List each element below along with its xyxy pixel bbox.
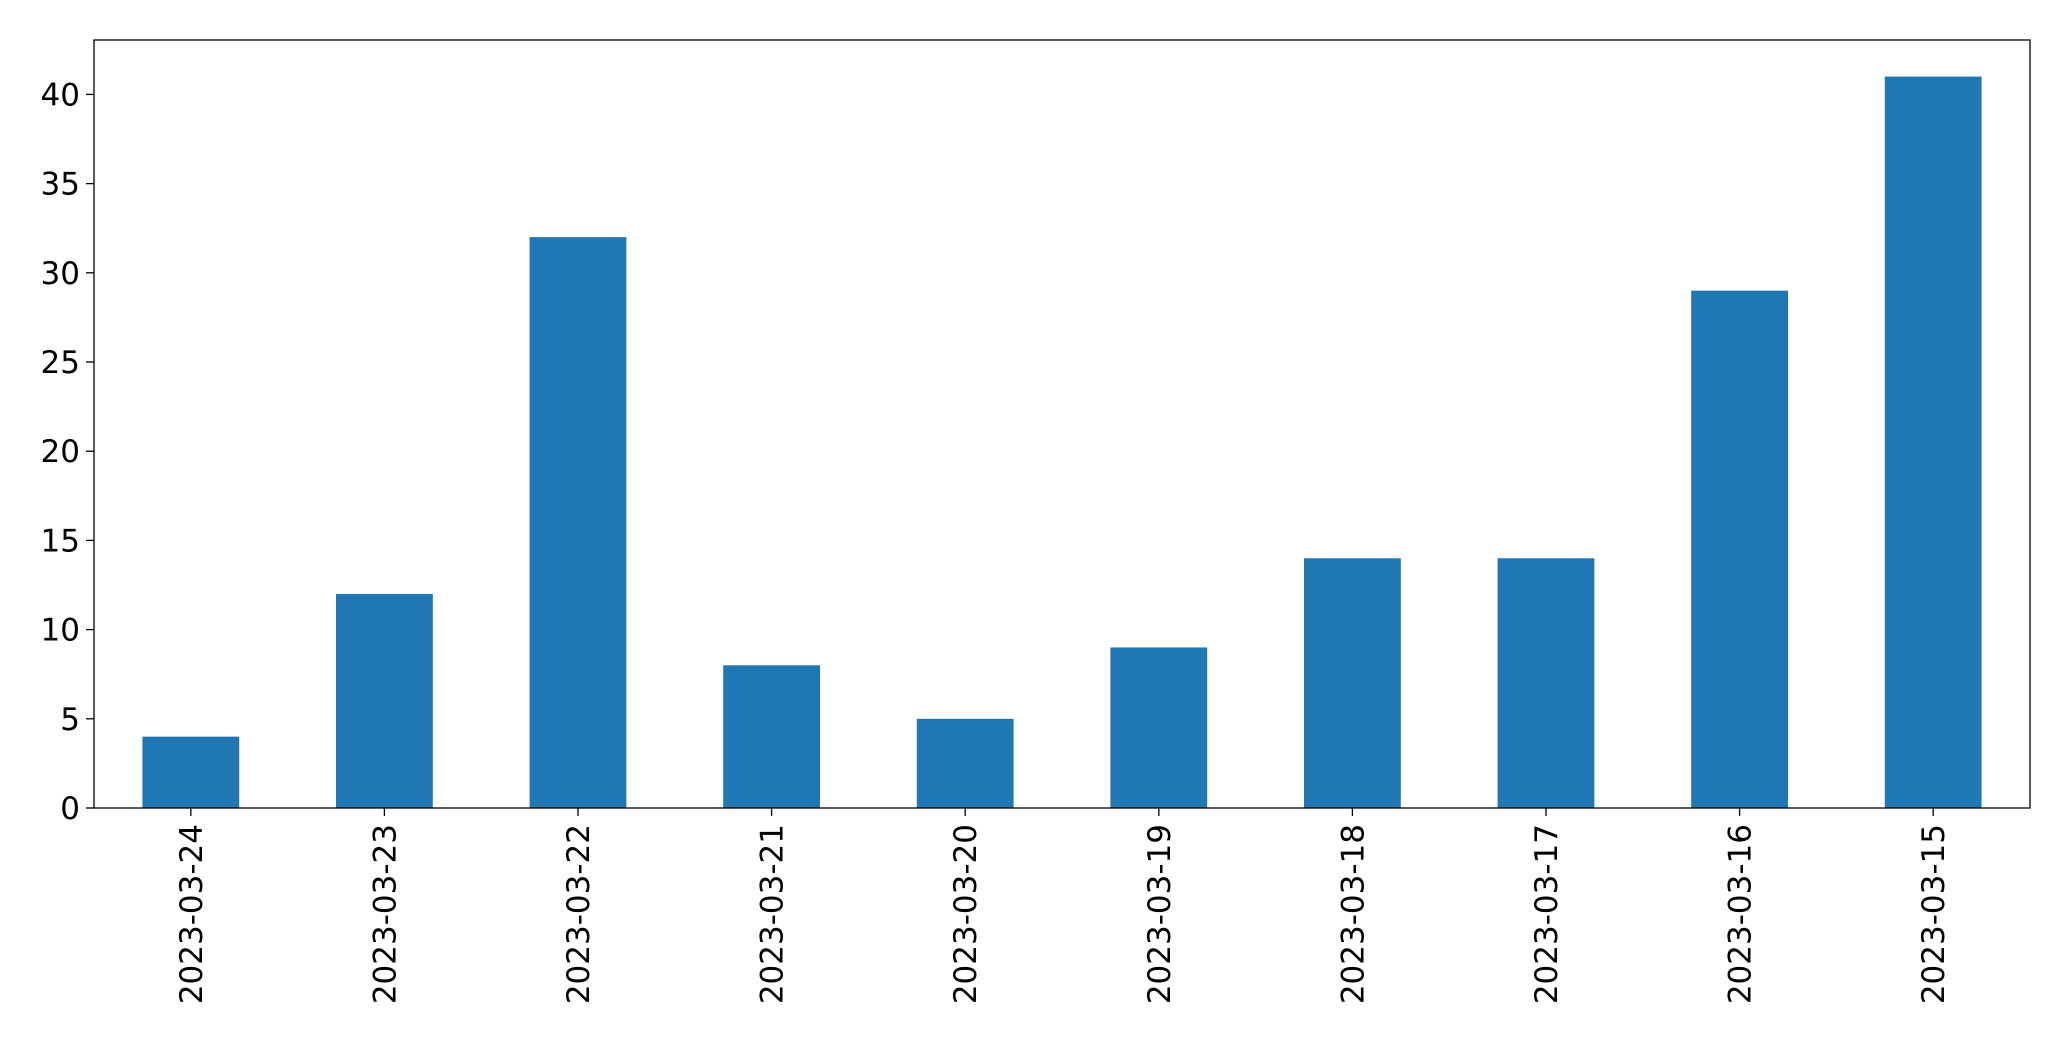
y-tick-label: 35 (41, 167, 80, 203)
x-tick-label: 2023-03-17 (1529, 824, 1565, 1004)
bar (1691, 290, 1788, 808)
bar (1884, 76, 1982, 809)
bar (1497, 558, 1595, 808)
bar (529, 237, 627, 809)
x-tick-label: 2023-03-15 (1916, 824, 1952, 1004)
x-tick-label: 2023-03-22 (561, 824, 597, 1004)
x-tick-label: 2023-03-19 (1142, 824, 1178, 1004)
y-tick-label: 15 (41, 523, 80, 559)
y-tick-label: 30 (41, 256, 80, 292)
x-tick-label: 2023-03-21 (755, 824, 791, 1004)
y-tick-label: 40 (41, 77, 80, 113)
x-tick-label: 2023-03-16 (1723, 824, 1759, 1004)
y-tick-label: 10 (41, 613, 80, 649)
y-tick-label: 20 (41, 434, 80, 470)
bar (916, 718, 1014, 808)
y-tick-label: 5 (60, 702, 80, 738)
x-tick-label: 2023-03-23 (367, 824, 403, 1004)
plot-frame (93, 39, 2031, 809)
bar (336, 593, 433, 808)
x-tick-label: 2023-03-18 (1335, 824, 1371, 1004)
bar (1110, 647, 1208, 808)
y-tick-label: 25 (41, 345, 80, 381)
x-tick-label: 2023-03-24 (174, 824, 210, 1004)
bar (142, 736, 240, 808)
x-tick-label: 2023-03-20 (948, 824, 984, 1004)
bar (1304, 558, 1401, 808)
y-tick-label: 0 (60, 791, 80, 827)
bar (723, 665, 820, 808)
